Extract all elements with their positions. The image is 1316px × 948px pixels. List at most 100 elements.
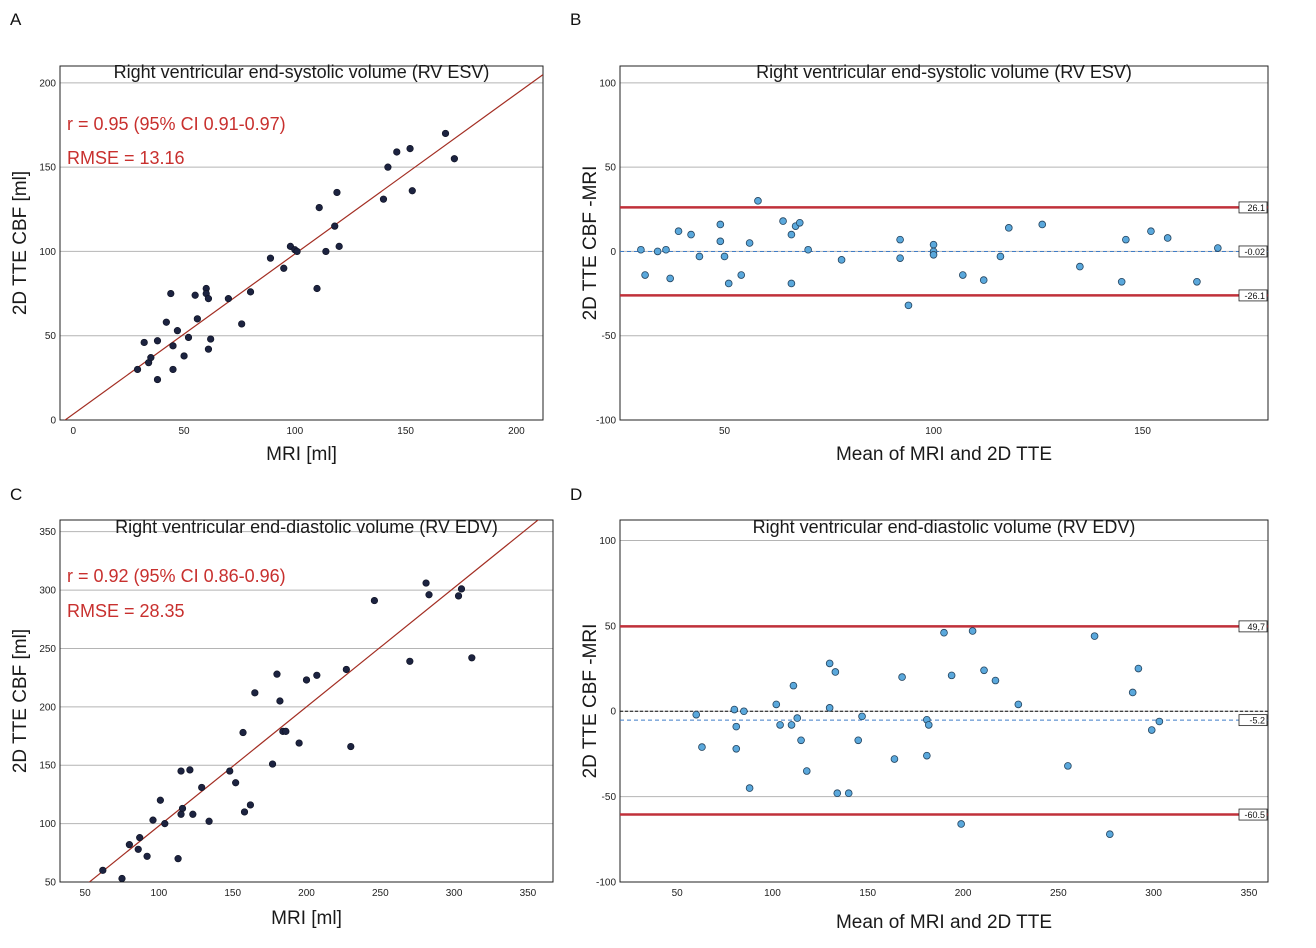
data-point [280, 264, 288, 272]
data-point [1147, 726, 1156, 734]
data-point [896, 235, 904, 244]
data-point [302, 676, 311, 684]
data-point [251, 689, 259, 697]
correlation-stat: r = 0.95 (95% CI 0.91-0.97) [67, 114, 286, 134]
data-point [732, 722, 741, 731]
data-point [720, 252, 729, 261]
data-point [313, 671, 321, 679]
data-point [737, 271, 746, 279]
data-point [740, 707, 748, 716]
y-tick-label: 250 [39, 644, 56, 655]
data-point [1214, 244, 1222, 252]
data-point [162, 318, 170, 326]
mean-difference-label-box [1238, 245, 1268, 258]
data-point [666, 274, 674, 283]
data-point [674, 227, 683, 236]
mean-difference-label-box [1238, 714, 1268, 727]
x-tick-label: 150 [1134, 426, 1151, 437]
x-tick-label: 350 [1241, 888, 1258, 899]
data-point [156, 796, 164, 804]
data-point [825, 704, 834, 712]
data-point [406, 145, 414, 153]
data-point [204, 345, 213, 353]
data-point [406, 657, 414, 665]
data-point [335, 242, 343, 250]
data-point [441, 129, 450, 138]
data-point [1064, 762, 1072, 770]
y-tick-label: 0 [610, 247, 616, 258]
panel-C: C 50 100 150 200 250 300 350 50 100 150 200 250 300 35… [10, 485, 554, 929]
data-point [1155, 717, 1164, 726]
data-point [1014, 700, 1023, 709]
upper-loa-label: 26.1 [1247, 203, 1265, 213]
data-point [789, 681, 798, 690]
data-point [730, 705, 739, 714]
lower-loa-label: -60.5 [1244, 810, 1265, 820]
data-point [232, 779, 240, 787]
x-tick-label: 200 [298, 888, 315, 899]
data-point [238, 320, 246, 328]
data-point [125, 841, 133, 849]
data-point [393, 148, 401, 156]
data-point [161, 820, 169, 828]
data-point [149, 816, 157, 824]
y-tick-label: 300 [39, 586, 56, 597]
upper-loa-label: 49,7 [1247, 622, 1265, 632]
data-point [896, 254, 904, 262]
y-tick-label: 50 [45, 878, 57, 889]
data-point [687, 230, 695, 239]
data-point [186, 766, 194, 774]
y-axis-label: 2D TTE CBF -MRI [580, 624, 601, 779]
data-point [226, 767, 234, 775]
data-point [276, 697, 284, 705]
panel-D: D -100 -50 0 50 100 50 100 150 200 250 300 350 Right … [570, 485, 1269, 933]
data-point [833, 789, 842, 798]
data-point [178, 804, 187, 813]
data-point [347, 742, 355, 751]
rmse-stat: RMSE = 13.16 [67, 148, 185, 168]
data-point [191, 291, 199, 299]
data-point [904, 301, 913, 310]
chart-title: Right ventricular end-diastolic volume (… [115, 517, 498, 537]
x-tick-label: 150 [397, 426, 414, 437]
data-point [180, 352, 188, 360]
data-point [224, 295, 232, 303]
lower-loa-label-box [1238, 289, 1268, 302]
x-tick-label: 50 [80, 888, 92, 899]
data-point [169, 342, 177, 350]
data-point [890, 755, 899, 763]
data-point [1076, 262, 1084, 271]
y-tick-label: 100 [39, 819, 56, 830]
data-point [637, 245, 645, 254]
data-point [1117, 277, 1126, 286]
data-point [457, 585, 466, 593]
chart-title: Right ventricular end-diastolic volume (… [753, 517, 1136, 537]
data-point [174, 855, 182, 863]
y-tick-label: -100 [596, 416, 616, 427]
x-tick-label: 100 [151, 888, 168, 899]
data-point [996, 252, 1005, 261]
data-point [333, 188, 341, 197]
plot-frame [59, 519, 554, 883]
data-point [1128, 688, 1137, 697]
x-tick-label: 150 [859, 888, 876, 899]
y-tick-label: 350 [39, 527, 56, 538]
data-point [854, 736, 863, 745]
y-tick-label: -100 [596, 878, 616, 889]
x-tick-label: 300 [446, 888, 463, 899]
data-point [787, 721, 796, 729]
x-tick-label: 50 [672, 888, 684, 899]
panel-letter: C [10, 485, 22, 504]
x-axis-label: MRI [ml] [271, 908, 342, 929]
data-point [293, 247, 301, 256]
data-point [198, 783, 206, 792]
data-point [968, 627, 977, 635]
mean-difference-label: -0.02 [1244, 247, 1265, 257]
data-point [1163, 234, 1172, 242]
data-point [1106, 830, 1114, 838]
x-tick-label: 150 [224, 888, 241, 899]
data-point [662, 245, 670, 254]
x-axis-label: Mean of MRI and 2D TTE [836, 444, 1052, 465]
x-tick-label: 100 [287, 426, 304, 437]
